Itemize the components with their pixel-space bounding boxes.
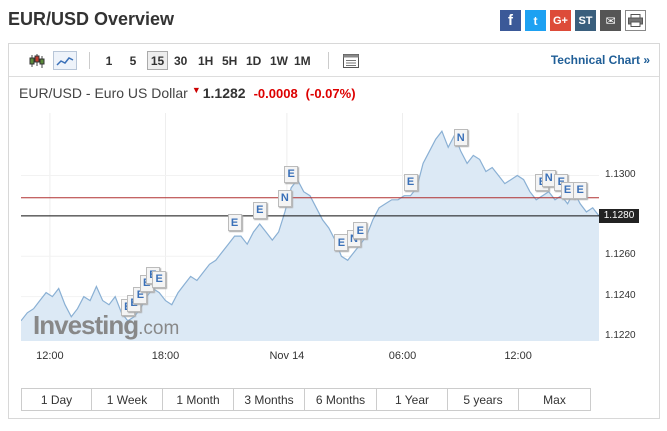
- economic-event-marker[interactable]: E: [353, 222, 368, 240]
- email-share-icon[interactable]: ✉: [600, 10, 621, 31]
- down-arrow-icon: ▼: [191, 85, 201, 95]
- range-1-month[interactable]: 1 Month: [163, 389, 234, 410]
- y-tick-label: 1.1220: [605, 329, 636, 341]
- x-tick-label: 06:00: [388, 350, 417, 362]
- x-tick-label: 18:00: [151, 350, 180, 362]
- timeframe-1d[interactable]: 1D: [246, 53, 262, 68]
- y-tick-label: 1.1240: [605, 289, 636, 301]
- timeframe-1h[interactable]: 1H: [198, 53, 214, 68]
- timeframe-1w[interactable]: 1W: [270, 53, 288, 68]
- stocktwits-share-icon[interactable]: ST: [575, 10, 596, 31]
- economic-event-marker[interactable]: E: [560, 181, 575, 199]
- technical-chart-link[interactable]: Technical Chart »: [550, 53, 650, 67]
- page-title: EUR/USD Overview: [8, 9, 175, 29]
- price-chart[interactable]: [21, 113, 599, 341]
- range-1-year[interactable]: 1 Year: [377, 389, 448, 410]
- timeframe-5[interactable]: 5: [129, 53, 137, 68]
- news-event-marker[interactable]: N: [277, 189, 292, 207]
- news-event-marker[interactable]: N: [453, 129, 468, 147]
- investing-watermark-logo: Investing.com: [33, 310, 180, 340]
- timeframe-1[interactable]: 1: [105, 53, 113, 68]
- chart-panel: 1 5 15 30 1H 5H 1D 1W 1M Technical Chart…: [8, 43, 660, 419]
- toolbar-divider: [328, 52, 329, 69]
- timeframe-5h[interactable]: 5H: [222, 53, 238, 68]
- timeframe-1m[interactable]: 1M: [294, 53, 311, 68]
- price-series-line: [21, 129, 599, 322]
- economic-event-marker[interactable]: E: [227, 214, 242, 232]
- area-chart-icon[interactable]: [53, 51, 77, 70]
- table-view-icon[interactable]: [340, 51, 362, 70]
- range-6-months[interactable]: 6 Months: [305, 389, 377, 410]
- x-tick-label: 12:00: [36, 350, 64, 362]
- range-3-months[interactable]: 3 Months: [234, 389, 305, 410]
- twitter-share-icon[interactable]: t: [525, 10, 546, 31]
- range-1-week[interactable]: 1 Week: [92, 389, 163, 410]
- economic-event-marker[interactable]: E: [152, 270, 167, 288]
- price-change-percent: (-0.07%): [305, 86, 356, 101]
- y-tick-label: 1.1300: [605, 168, 636, 180]
- chart-toolbar: 1 5 15 30 1H 5H 1D 1W 1M Technical Chart…: [9, 44, 659, 77]
- candlestick-chart-icon[interactable]: [26, 51, 48, 70]
- range-1-day[interactable]: 1 Day: [22, 389, 92, 410]
- x-tick-label: Nov 14: [269, 350, 305, 362]
- current-price-label: 1.1280: [599, 208, 639, 223]
- economic-event-marker[interactable]: E: [573, 181, 588, 199]
- economic-event-marker[interactable]: E: [403, 173, 418, 191]
- print-icon[interactable]: [625, 10, 646, 31]
- google-plus-share-icon[interactable]: G+: [550, 10, 571, 31]
- economic-event-marker[interactable]: E: [252, 201, 267, 219]
- instrument-name: EUR/USD - Euro US Dollar: [19, 85, 188, 101]
- economic-event-marker[interactable]: E: [284, 165, 299, 183]
- range-max[interactable]: Max: [519, 389, 590, 410]
- quote-line: EUR/USD - Euro US Dollar ▼ 1.1282 -0.0008 (-…: [19, 85, 356, 101]
- price-change: -0.0008: [253, 86, 298, 101]
- range-selector: 1 Day 1 Week 1 Month 3 Months 6 Months 1…: [21, 388, 591, 411]
- price-area-fill: [21, 131, 599, 341]
- x-tick-label: 12:00: [504, 350, 532, 362]
- timeframe-15[interactable]: 15: [147, 51, 168, 70]
- range-5-years[interactable]: 5 years: [448, 389, 519, 410]
- timeframe-30[interactable]: 30: [174, 53, 188, 68]
- y-tick-label: 1.1260: [605, 249, 636, 261]
- facebook-share-icon[interactable]: f: [500, 10, 521, 31]
- last-price: 1.1282: [202, 85, 246, 101]
- toolbar-divider: [89, 52, 90, 69]
